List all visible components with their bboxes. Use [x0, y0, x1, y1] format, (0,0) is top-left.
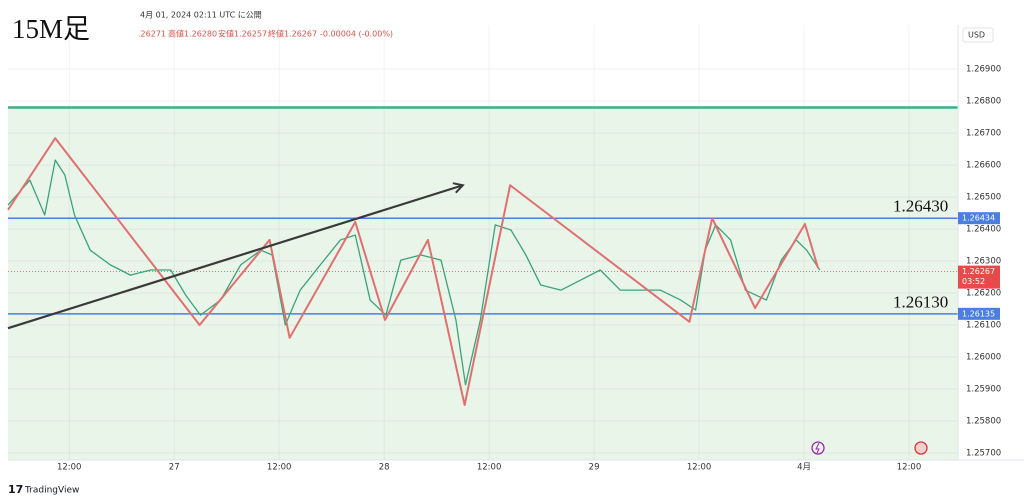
x-tick-label: 12:00: [897, 463, 922, 473]
chart-title: 15M足: [12, 14, 90, 44]
x-tick-label: 29: [589, 463, 600, 473]
x-tick-label: 4月: [797, 463, 811, 473]
y-tick-label: 1.26500: [966, 193, 1001, 203]
level-label: 1.26434: [962, 214, 995, 223]
y-tick-label: 1.26200: [966, 289, 1001, 299]
zone: [8, 107, 958, 460]
y-tick-label: 1.26100: [966, 321, 1001, 331]
y-tick-label: 1.25900: [966, 384, 1001, 394]
y-tick-label: 1.26600: [966, 161, 1001, 171]
level-label: 1.26135: [962, 309, 995, 318]
currency-box[interactable]: [962, 27, 994, 43]
trendline: [7, 185, 463, 330]
annotation: 1.26430: [893, 196, 948, 215]
ohlc-label: 終値1.26267: [268, 29, 317, 39]
ohlc-label: .26271: [138, 30, 166, 39]
event-icon-bolt: [815, 442, 820, 454]
x-tick-label: 12:00: [57, 463, 82, 473]
ohlc-label: 高値1.26280: [168, 29, 217, 39]
x-tick-label: 12:00: [477, 463, 502, 473]
level-tag: [958, 307, 1000, 320]
y-tick-label: 1.26700: [966, 129, 1001, 139]
y-tick-label: 1.26800: [966, 97, 1001, 107]
y-tick-label: 1.26300: [966, 257, 1001, 267]
y-tick-label: 1.25700: [966, 448, 1001, 458]
last-price-label: 1.26267: [962, 267, 995, 276]
y-tick-label: 1.25800: [966, 416, 1001, 426]
x-tick-label: 28: [379, 463, 390, 473]
brand-logo: 17: [8, 483, 23, 496]
x-tick-label: 12:00: [687, 463, 712, 473]
y-tick-label: 1.26400: [966, 225, 1001, 235]
ohlc-label: -0.00004 (-0.00%): [320, 30, 393, 39]
annotation: 1.26130: [893, 292, 948, 311]
y-tick-label: 1.26000: [966, 353, 1001, 363]
y-tick-label: 1.26900: [966, 65, 1001, 75]
x-tick-label: 12:00: [267, 463, 292, 473]
last-price-tag: [958, 265, 1000, 289]
event-icon[interactable]: [811, 441, 825, 455]
x-tick-label: 27: [169, 463, 180, 473]
subtitle: 4月 01, 2024 02:11 UTC に公開: [140, 11, 262, 20]
ohlc-label: 安値1.26257: [218, 29, 267, 39]
countdown: 03:52: [962, 277, 985, 286]
flag-icon[interactable]: [914, 441, 928, 455]
currency: USD: [968, 31, 985, 40]
zigzag-line: [7, 137, 819, 406]
level-tag: [958, 212, 1000, 225]
brand: TradingView: [24, 486, 79, 496]
